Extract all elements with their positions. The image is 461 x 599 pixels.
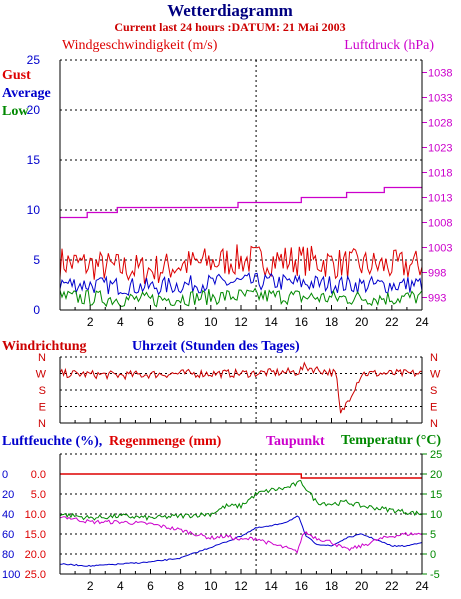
wind-xtick-label: 14 bbox=[264, 315, 278, 329]
pressure-ytick-label: 1023 bbox=[428, 143, 452, 155]
direction-ytick-right: N bbox=[430, 352, 438, 364]
dewpoint-line bbox=[59, 516, 423, 555]
climate-xtick-label: 14 bbox=[264, 579, 278, 593]
pressure-ytick-label: 1003 bbox=[428, 243, 452, 255]
wind-ytick-label: 20 bbox=[27, 103, 41, 117]
low-line bbox=[59, 287, 423, 308]
time-axis-title: Uhrzeit (Stunden des Tages) bbox=[132, 339, 300, 354]
humidity-ytick-label: 80 bbox=[2, 549, 14, 561]
direction-ytick-left: S bbox=[39, 385, 46, 397]
temperature-ytick-label: 20 bbox=[430, 469, 442, 481]
climate-xtick-label: 20 bbox=[355, 579, 369, 593]
direction-ytick-right: E bbox=[430, 402, 437, 414]
temperature-title: Temperatur (°C) bbox=[341, 433, 441, 448]
wind-ytick-label: 10 bbox=[27, 203, 41, 217]
wind-speed-title: Windgeschwindigkeit (m/s) bbox=[62, 38, 218, 53]
rain-ytick-label: 15.0 bbox=[25, 529, 46, 541]
climate-xtick-label: 8 bbox=[177, 579, 184, 593]
legend-low: Low bbox=[2, 104, 29, 119]
humidity-ytick-label: 100 bbox=[2, 569, 20, 581]
wind-xtick-label: 16 bbox=[295, 315, 309, 329]
direction-line bbox=[59, 361, 423, 414]
pressure-ytick-label: 993 bbox=[428, 293, 446, 305]
pressure-ytick-label: 1013 bbox=[428, 193, 452, 205]
rain-ytick-label: 20.0 bbox=[25, 549, 46, 561]
temperature-ytick-label: 10 bbox=[430, 509, 442, 521]
temperature-line bbox=[59, 479, 423, 522]
rain-ytick-label: 25.0 bbox=[25, 569, 46, 581]
wind-xtick-label: 12 bbox=[234, 315, 248, 329]
chart-title: Wetterdiagramm bbox=[167, 1, 293, 20]
pressure-line bbox=[60, 186, 422, 219]
rain-line bbox=[60, 473, 422, 479]
wind-ytick-label: 0 bbox=[33, 303, 40, 317]
wind-xtick-label: 4 bbox=[117, 315, 124, 329]
direction-ytick-left: W bbox=[36, 369, 47, 381]
humidity-ytick-label: 20 bbox=[2, 489, 14, 501]
humidity-ytick-label: 0 bbox=[2, 469, 8, 481]
climate-xtick-label: 22 bbox=[385, 579, 399, 593]
wind-direction-title: Windrichtung bbox=[2, 339, 87, 354]
gust-line bbox=[59, 244, 423, 284]
pressure-ytick-label: 1038 bbox=[428, 68, 452, 80]
wind-xtick-label: 10 bbox=[204, 315, 218, 329]
humidity-line bbox=[59, 515, 423, 567]
direction-ytick-left: N bbox=[38, 352, 46, 364]
humidity-title: Luftfeuchte (%), bbox=[2, 434, 102, 449]
chart-subtitle: Current last 24 hours :DATUM: 21 Mai 200… bbox=[114, 20, 345, 34]
climate-xtick-label: 6 bbox=[147, 579, 154, 593]
wind-xtick-label: 20 bbox=[355, 315, 369, 329]
wind-xtick-label: 8 bbox=[177, 315, 184, 329]
climate-xtick-label: 24 bbox=[415, 579, 429, 593]
pressure-ytick-label: 1008 bbox=[428, 218, 452, 230]
direction-ytick-left: N bbox=[38, 418, 46, 430]
temperature-ytick-label: 15 bbox=[430, 489, 442, 501]
legend-gust: Gust bbox=[2, 68, 31, 83]
direction-ytick-right: W bbox=[430, 369, 441, 381]
pressure-ytick-label: 998 bbox=[428, 268, 446, 280]
pressure-ytick-label: 1018 bbox=[428, 168, 452, 180]
temperature-ytick-label: -5 bbox=[430, 569, 440, 581]
rain-title: Regenmenge (mm) bbox=[109, 434, 222, 449]
direction-ytick-left: E bbox=[39, 402, 46, 414]
legend-average: Average bbox=[2, 86, 51, 101]
wind-ytick-label: 5 bbox=[33, 253, 40, 267]
wind-xtick-label: 6 bbox=[147, 315, 154, 329]
wind-xtick-label: 2 bbox=[87, 315, 94, 329]
pressure-ytick-label: 1028 bbox=[428, 118, 452, 130]
climate-xtick-label: 4 bbox=[117, 579, 124, 593]
direction-ytick-right: S bbox=[430, 385, 437, 397]
wind-xtick-label: 22 bbox=[385, 315, 399, 329]
climate-xtick-label: 2 bbox=[87, 579, 94, 593]
temperature-ytick-label: 5 bbox=[430, 529, 436, 541]
pressure-ytick-label: 1033 bbox=[428, 93, 452, 105]
wind-ytick-label: 15 bbox=[27, 153, 41, 167]
humidity-ytick-label: 60 bbox=[2, 529, 14, 541]
climate-xtick-label: 18 bbox=[325, 579, 339, 593]
temperature-ytick-label: 25 bbox=[430, 449, 442, 461]
average-line bbox=[59, 272, 423, 296]
dewpoint-title: Taupunkt bbox=[266, 434, 325, 449]
climate-xtick-label: 10 bbox=[204, 579, 218, 593]
wind-xtick-label: 18 bbox=[325, 315, 339, 329]
wind-ytick-label: 25 bbox=[27, 53, 41, 67]
temperature-ytick-label: 0 bbox=[430, 549, 436, 561]
pressure-title: Luftdruck (hPa) bbox=[344, 38, 434, 53]
climate-xtick-label: 16 bbox=[295, 579, 309, 593]
rain-ytick-label: 5.0 bbox=[31, 489, 46, 501]
rain-ytick-label: 0.0 bbox=[31, 469, 46, 481]
wind-xtick-label: 24 bbox=[415, 315, 429, 329]
direction-ytick-right: N bbox=[430, 418, 438, 430]
humidity-ytick-label: 40 bbox=[2, 509, 14, 521]
climate-xtick-label: 12 bbox=[234, 579, 248, 593]
rain-ytick-label: 10.0 bbox=[25, 509, 46, 521]
